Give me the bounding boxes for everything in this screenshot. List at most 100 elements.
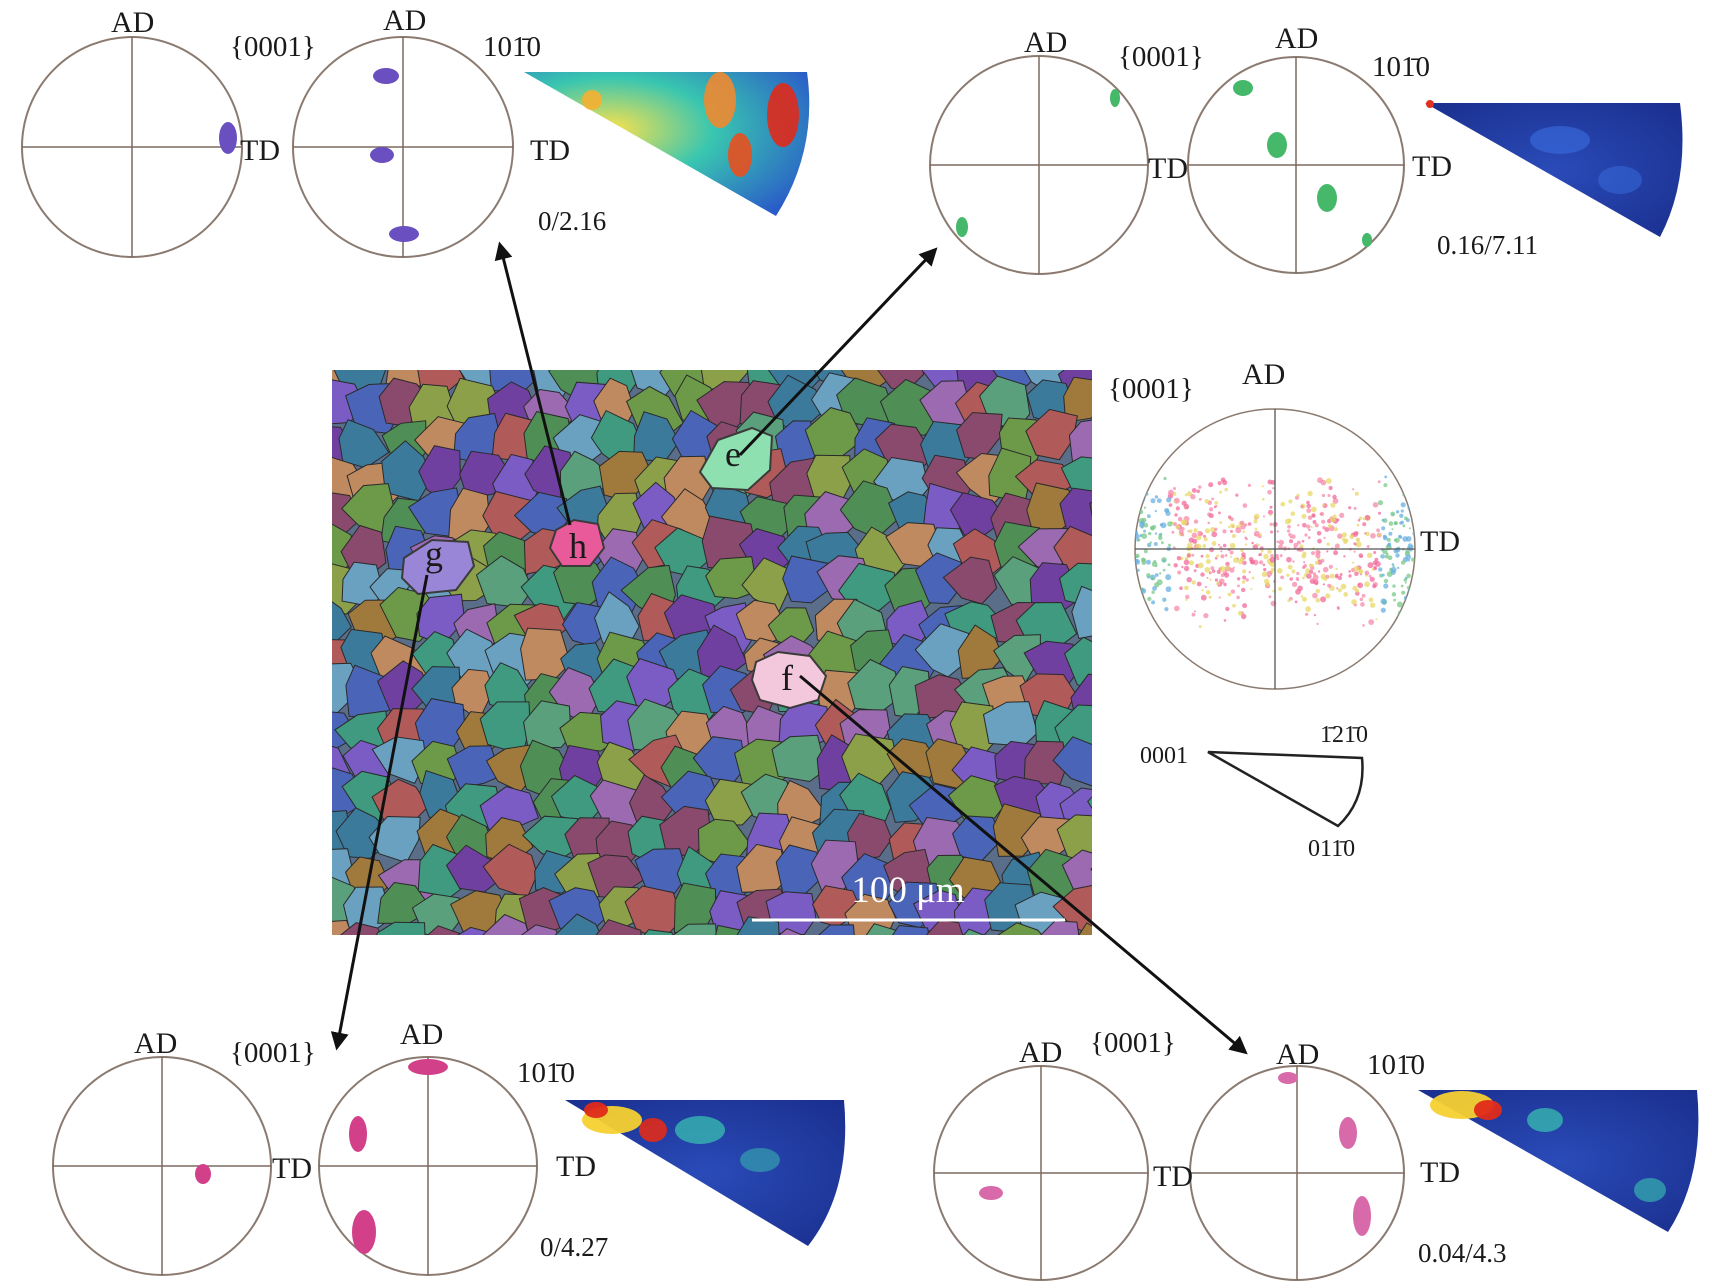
overall-pf-dot	[1230, 517, 1234, 521]
overall-pf-dot	[1165, 586, 1172, 593]
overall-pf-dot	[1223, 619, 1227, 622]
panel-g-heatmap-hotspots	[582, 1102, 780, 1172]
overall-pf-dot	[1315, 588, 1321, 594]
panel-e-td-right: TD	[1412, 150, 1452, 183]
overall-pf-dot	[1222, 543, 1227, 548]
overall-pf-dot	[1204, 528, 1210, 534]
overall-pf-dot	[1377, 533, 1381, 537]
overall-pf-dot	[1304, 533, 1308, 537]
overall-pf-dot	[1321, 519, 1326, 524]
overall-pf-dot	[1241, 552, 1246, 557]
overall-pf-dot	[1184, 585, 1189, 591]
overall-pf-dot	[1326, 542, 1330, 546]
overall-pf-dot	[1310, 563, 1314, 568]
overall-pf-dot	[1171, 530, 1175, 534]
overall-pf-dot	[1329, 573, 1335, 579]
overall-pf-dot	[1276, 540, 1279, 544]
overall-pf-dot	[1214, 578, 1218, 582]
overall-pf-dot	[1301, 513, 1307, 519]
ipf-key-0001: 0001	[1140, 743, 1188, 769]
overall-pf-dot	[1214, 556, 1218, 560]
overall-pf-dot	[1191, 532, 1198, 538]
overall-pf-dot	[1322, 503, 1325, 507]
overall-pf-dot	[1269, 505, 1273, 509]
overall-pf-dot	[1154, 532, 1158, 535]
overall-pf-dot	[1352, 488, 1355, 491]
overall-pf-dot	[1143, 529, 1147, 533]
overall-pf-dot	[1370, 533, 1376, 539]
overall-pf-dot	[1136, 480, 1141, 486]
overall-pf-dot	[1270, 530, 1273, 534]
overall-pf-dot	[1141, 517, 1147, 523]
overall-pf-dot	[1251, 576, 1255, 580]
overall-pf-dot	[1152, 586, 1157, 591]
overall-pf-dot	[1315, 582, 1318, 586]
arrows	[330, 241, 1248, 1055]
panel-f-ad-right: AD	[1276, 1038, 1319, 1071]
overall-pf-dot	[1204, 585, 1207, 589]
grain-label-g: g	[425, 534, 443, 574]
ipf-key: 0001 1̄21̄0 011̄0	[1140, 722, 1368, 862]
overall-pf-dot	[1323, 577, 1328, 581]
grain-label-e: e	[725, 434, 741, 474]
panel-f-heatmap-hotspots	[1430, 1091, 1666, 1202]
map-grain-cell	[520, 924, 559, 935]
overall-pf-dot	[1229, 567, 1235, 573]
overall-pf-dot	[1270, 567, 1275, 572]
overall-pf-dot	[1316, 531, 1322, 536]
overall-pf-dot	[1302, 596, 1307, 602]
overall-pf-dot	[1237, 610, 1243, 616]
overall-pf-dot	[1306, 508, 1312, 514]
overall-pf-dot	[1229, 542, 1236, 549]
overall-pf-dot	[1408, 527, 1411, 530]
overall-pf-dot	[1198, 485, 1202, 489]
overall-pf-dot	[1357, 519, 1361, 522]
overall-pf-dot	[1378, 567, 1383, 572]
overall-pf-dot	[1373, 566, 1378, 571]
overall-pf-dot	[1198, 625, 1202, 629]
overall-pf-dot	[1143, 549, 1148, 554]
overall-pf-dot	[1306, 573, 1312, 579]
overall-pf-dot	[1348, 506, 1352, 510]
map-grain-cell	[1071, 585, 1092, 640]
overall-pf-dot	[1361, 593, 1366, 598]
overall-pf-dot	[1214, 501, 1219, 505]
overall-pf-dot	[1177, 570, 1182, 575]
overall-pf-dot	[1386, 537, 1391, 542]
overall-pf-dot	[1296, 571, 1300, 576]
overall-pf-dot	[1307, 490, 1313, 497]
overall-pf-dot	[1289, 536, 1292, 539]
overall-pf-dot	[1380, 607, 1386, 613]
overall-pf-dot	[1369, 576, 1375, 582]
overall-pf-dot	[1240, 548, 1244, 553]
overall-pf-dot	[1410, 545, 1414, 548]
overall-pf-dot	[1362, 522, 1367, 527]
overall-pf-dot	[1242, 575, 1247, 580]
overall-pf-dot	[1297, 524, 1300, 527]
overall-pf-dot	[1375, 618, 1378, 621]
map-grain-cell	[482, 913, 530, 935]
overall-pf-dot	[1403, 578, 1408, 582]
overall-pf-dot	[1164, 607, 1169, 612]
overall-pf-dot	[1383, 578, 1389, 584]
panel-e-heatmap-hotspots	[1426, 100, 1642, 194]
overall-pf-dot	[1193, 519, 1199, 524]
overall-pf-dot	[1219, 521, 1223, 524]
overall-pf-dot	[1263, 553, 1269, 560]
panel-g-ad-right: AD	[400, 1018, 443, 1051]
overall-pf-dot	[1287, 564, 1293, 570]
overall-pf-dot	[1334, 543, 1340, 549]
overall-pf-dot	[1143, 506, 1147, 509]
overall-pf-dot	[1141, 480, 1147, 485]
panel-g-td-left: TD	[272, 1152, 312, 1185]
overall-pf-dot	[1372, 584, 1377, 589]
overall-pf-dot	[1245, 537, 1248, 541]
overall-pf-dot	[1188, 560, 1194, 566]
overall-pf-dot	[1204, 499, 1209, 504]
scale-bar-label: 100 μm	[851, 870, 965, 911]
panel-f: AD AD {0001} 101̄0 TD TD 0.04/4.3	[933, 1027, 1699, 1281]
overall-pf-dot	[1323, 536, 1326, 540]
ipf-key-triangle	[1207, 750, 1364, 828]
overall-pf-dot	[1315, 553, 1321, 559]
overall-pf-dot	[1261, 571, 1268, 577]
